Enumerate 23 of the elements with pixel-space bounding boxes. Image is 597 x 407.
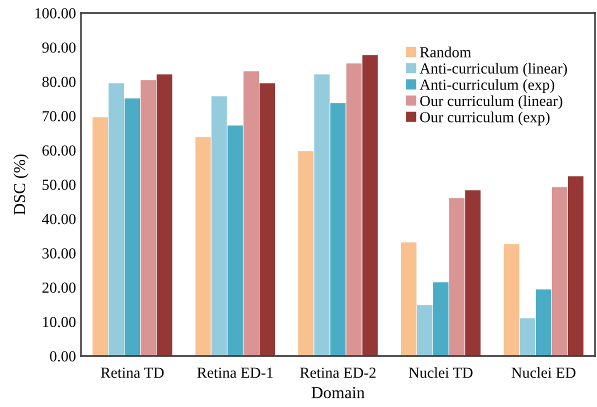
y-tick-label: 90.00 <box>42 42 76 53</box>
legend-label: Anti-curriculum (linear) <box>420 62 567 77</box>
y-tick-label: 60.00 <box>42 145 76 156</box>
y-tick-label: 70.00 <box>42 111 76 122</box>
y-axis-title: DSC (%) <box>13 154 29 215</box>
y-tick-label: 20.00 <box>42 282 76 293</box>
x-tick-label: Retina ED-1 <box>197 368 273 378</box>
y-tick-label: 30.00 <box>42 248 76 259</box>
x-tick-label: Nuclei TD <box>408 367 473 378</box>
legend-label: Our curriculum (linear) <box>420 95 562 110</box>
x-axis-title: Domain <box>312 387 365 398</box>
x-tick-label: Retina TD <box>100 368 164 378</box>
x-tick-label: Nuclei ED <box>512 367 576 378</box>
y-tick-label: 10.00 <box>43 316 76 328</box>
legend-label: Random <box>420 46 472 58</box>
y-tick-label: 80.00 <box>42 76 76 88</box>
x-tick-label: Retina ED-2 <box>300 368 376 378</box>
y-tick-label: 50.00 <box>42 180 76 190</box>
legend-label: Anti-curriculum (exp) <box>420 79 554 93</box>
legend-label: Our curriculum (exp) <box>420 112 550 126</box>
y-tick-label: 100.00 <box>35 8 76 19</box>
y-tick-label: 0.00 <box>50 351 76 362</box>
y-tick-label: 40.00 <box>42 214 76 224</box>
